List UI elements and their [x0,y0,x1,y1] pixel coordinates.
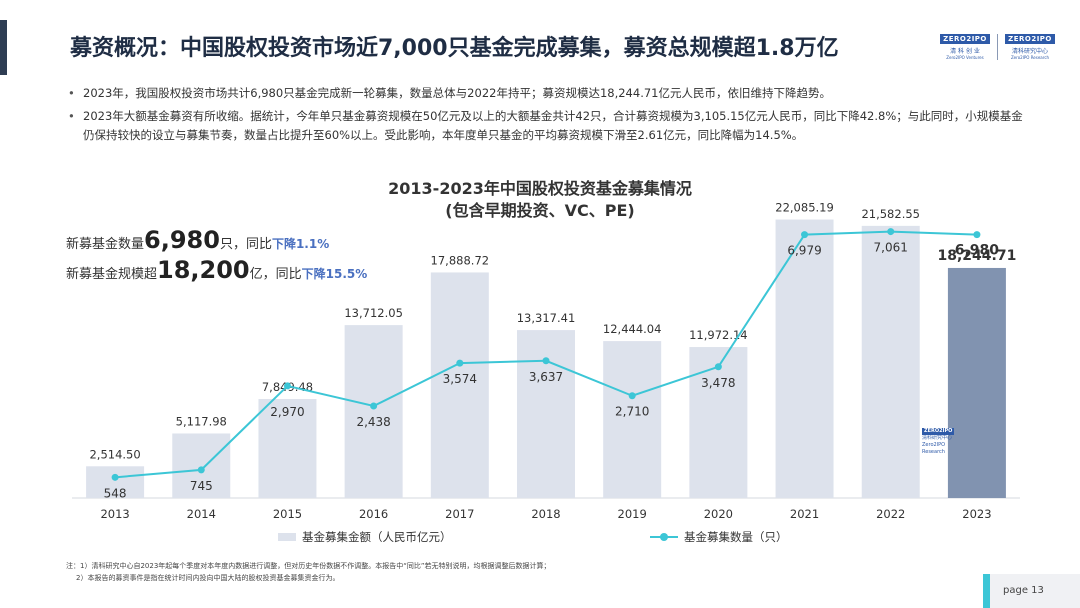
page-title: 募资概况：中国股权投资市场近7,000只基金完成募集，募资总规模超1.8万亿 [70,36,839,61]
footnote: 注：1）清科研究中心自2023年起每个季度对本年度内数据进行调整，但对历史年份数… [66,562,551,570]
kpi-unit: 亿，同比 [249,267,302,282]
bar-value-label: 17,888.72 [431,253,490,267]
kpi-label: 新募基金数量 [66,237,145,252]
footnotes: 注：1）清科研究中心自2023年起每个季度对本年度内数据进行调整，但对历史年份数… [66,560,551,584]
summary-bullets: 2023年，我国股权投资市场共计6,980只基金完成新一轮募集，数量总体与202… [68,84,1023,149]
legend-label: 基金募集数量（只） [684,530,788,544]
count-point [197,466,205,474]
count-point [628,392,636,400]
count-value-label: 2,970 [270,405,304,419]
bar [861,225,920,498]
count-value-label: 2,438 [356,415,390,429]
bar-value-label: 2,514.50 [89,447,140,461]
count-value-label: 6,979 [787,244,821,258]
bar [258,399,317,498]
count-point [973,231,981,239]
count-point [456,359,464,367]
zero2ipo-research-logo: ZERO2IPO 清科研究中心 Zero2IPO Research [1005,34,1055,62]
bar-value-label: 11,972.14 [689,328,748,342]
count-value-label: 2,710 [615,405,649,419]
count-value-label: 6,980 [955,243,1000,259]
x-tick-label: 2023 [962,507,991,521]
chart-title: 2013-2023年中国股权投资基金募集情况 [388,179,692,198]
bar [172,433,231,498]
bar-value-label: 21,582.55 [861,207,920,221]
x-tick-label: 2017 [445,507,474,521]
x-tick-label: 2021 [790,507,819,521]
footer-accent [983,574,990,608]
logo-group: ZERO2IPO 清 科 创 业 Zero2IPO Ventures ZERO2… [940,34,1055,62]
title-accent-bar [0,20,7,75]
bar-value-label: 13,317.41 [517,311,576,325]
logo-divider [997,34,998,60]
bar-value-label: 22,085.19 [775,201,834,215]
count-point [801,231,809,239]
x-tick-label: 2019 [618,507,647,521]
page-number: page 13 [1003,585,1044,596]
bullet-item: 2023年大额基金募资有所收缩。据统计，今年单只基金募资规模在50亿元及以上的大… [68,107,1023,145]
chart-subtitle: (包含早期投资、VC、PE) [445,201,635,220]
chart-watermark: ZERO2IPO 清科研究中心 Zero2IPO Research [922,428,955,455]
bar [689,347,748,498]
legend-item-count: 基金募集数量（只） [650,529,788,545]
legend-swatch-line [650,533,678,541]
bar [430,272,489,498]
kpi-unit: 只，同比 [219,237,272,252]
kpi-value: 18,200 [157,256,250,284]
count-point [542,357,550,365]
zero2ipo-ventures-logo: ZERO2IPO 清 科 创 业 Zero2IPO Ventures [940,34,990,62]
footnote: 2）本报告的募资事件是指在统计时间内投向中国大陆的股权投资基金募集资金行为。 [76,574,340,582]
legend-item-amount: 基金募集金额（人民币亿元） [278,529,452,545]
x-tick-label: 2014 [187,507,216,521]
kpi-delta: 下降15.5% [301,267,368,281]
count-value-label: 548 [104,486,127,500]
legend-swatch-bar [278,533,296,541]
kpi-delta: 下降1.1% [271,237,330,251]
bar [775,219,834,499]
count-value-label: 7,061 [874,241,908,255]
kpi-fund-count: 新募基金数量6,980只，同比下降1.1% [66,226,329,254]
bar-value-label: 5,117.98 [176,414,227,428]
footer-box [990,574,1080,608]
bar-value-label: 13,712.05 [344,306,403,320]
bar [517,330,575,498]
x-tick-label: 2015 [273,507,302,521]
chart-title-block: 2013-2023年中国股权投资基金募集情况 (包含早期投资、VC、PE) [290,178,790,222]
count-point [714,363,722,371]
count-value-label: 3,637 [529,370,563,384]
bar-value-label: 12,444.04 [603,322,662,336]
count-value-label: 745 [190,479,213,493]
count-point [111,473,119,481]
kpi-value: 6,980 [144,226,220,254]
count-value-label: 3,574 [443,372,477,386]
x-tick-label: 2022 [876,507,905,521]
legend-label: 基金募集金额（人民币亿元） [302,530,452,544]
x-tick-label: 2013 [100,507,129,521]
count-value-label: 3,478 [701,376,735,390]
bar [86,466,145,498]
bar-value-label: 18,244.71 [937,248,1016,264]
count-point [887,228,895,236]
x-tick-label: 2016 [359,507,388,521]
bar [344,325,403,498]
x-tick-label: 2020 [704,507,733,521]
kpi-fund-size: 新募基金规模超18,200亿，同比下降15.5% [66,256,367,284]
x-tick-label: 2018 [531,507,560,521]
bar [603,341,662,498]
bar [947,267,1006,498]
count-point [283,382,291,390]
kpi-label: 新募基金规模超 [66,267,158,282]
bullet-item: 2023年，我国股权投资市场共计6,980只基金完成新一轮募集，数量总体与202… [68,84,1023,103]
count-point [370,402,378,410]
